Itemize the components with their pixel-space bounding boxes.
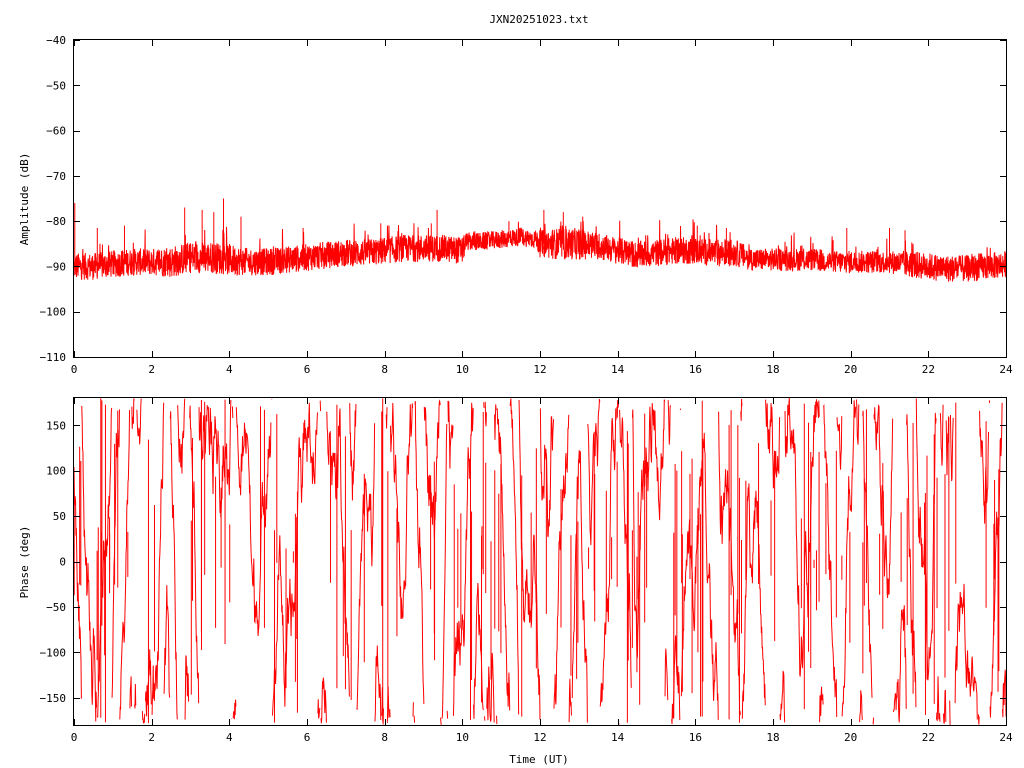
amplitude-x-tick-label: 18 [766, 363, 779, 376]
phase-y-tick-label: −100 [40, 646, 67, 659]
phase-panel: 0 2 4 6 8 10 12 14 16 18 20 22 24−150−100−5005010015… [18, 397, 1013, 766]
phase-x-tick-label: 20 [844, 731, 857, 744]
phase-x-tick-label: 10 [456, 731, 469, 744]
amplitude-x-tick-label: 0 [71, 363, 78, 376]
amplitude-y-tick-label: −60 [46, 125, 66, 138]
amplitude-y-tick-label: −80 [46, 215, 66, 228]
amplitude-y-tick-label: −110 [40, 351, 67, 364]
phase-x-tick-label: 12 [533, 731, 546, 744]
amplitude-panel: 0 2 4 6 8 10 12 14 16 18 20 22 24−110−100−90−80−70−6… [18, 34, 1013, 376]
phase-x-tick-label: 2 [148, 731, 155, 744]
amplitude-x-tick-label: 20 [844, 363, 857, 376]
amplitude-x-tick-label: 8 [381, 363, 388, 376]
phase-x-tick-label: 4 [226, 731, 233, 744]
x-axis-label: Time (UT) [509, 753, 569, 766]
amplitude-y-tick-label: −70 [46, 170, 66, 183]
amplitude-trace [73, 219, 1007, 282]
phase-x-tick-label: 14 [611, 731, 625, 744]
amplitude-y-tick-label: −40 [46, 34, 66, 47]
phase-y-tick-label: −150 [40, 692, 67, 705]
phase-x-tick-label: 8 [381, 731, 388, 744]
phase-x-tick-label: 24 [999, 731, 1013, 744]
phase-y-tick-label: −50 [46, 601, 66, 614]
phase-wrap-streaks [73, 398, 1000, 723]
amplitude-x-tick-label: 4 [226, 363, 233, 376]
phase-axes: 0 2 4 6 8 10 12 14 16 18 20 22 24−150−100−5005010015… [40, 398, 1013, 744]
amplitude-x-tick-label: 24 [999, 363, 1013, 376]
amplitude-y-tick-label: −90 [46, 260, 66, 273]
amplitude-plot-frame [73, 39, 1007, 358]
phase-y-tick-label: 100 [46, 465, 66, 478]
amplitude-x-tick-label: 16 [689, 363, 702, 376]
amplitude-x-tick-label: 22 [922, 363, 935, 376]
amplitude-x-tick-label: 12 [533, 363, 546, 376]
phase-trace-group [73, 398, 1007, 726]
phase-y-tick-label: 50 [53, 510, 66, 523]
phase-x-tick-label: 6 [304, 731, 311, 744]
amplitude-x-tick-label: 6 [304, 363, 311, 376]
phase-y-axis-label: Phase (deg) [18, 526, 31, 599]
phase-x-tick-label: 16 [689, 731, 702, 744]
amplitude-x-tick-label: 10 [456, 363, 469, 376]
amplitude-x-tick-label: 14 [611, 363, 625, 376]
phase-x-tick-label: 18 [766, 731, 779, 744]
amplitude-x-tick-label: 2 [148, 363, 155, 376]
chart-title: JXN20251023.txt [489, 13, 588, 26]
amplitude-axes: 0 2 4 6 8 10 12 14 16 18 20 22 24−110−100−90−80−70−6… [40, 34, 1013, 376]
amplitude-peak-spikes [74, 198, 906, 267]
phase-y-tick-label: 150 [46, 419, 66, 432]
phase-x-tick-label: 22 [922, 731, 935, 744]
amplitude-y-tick-label: −50 [46, 79, 66, 92]
amplitude-y-axis-label: Amplitude (dB) [18, 153, 31, 246]
phase-plot-frame [73, 397, 1007, 726]
amplitude-y-tick-label: −100 [40, 306, 67, 319]
amplitude-trace-group [73, 198, 1007, 282]
phase-y-tick-label: 0 [59, 556, 66, 569]
phase-x-tick-label: 0 [71, 731, 78, 744]
